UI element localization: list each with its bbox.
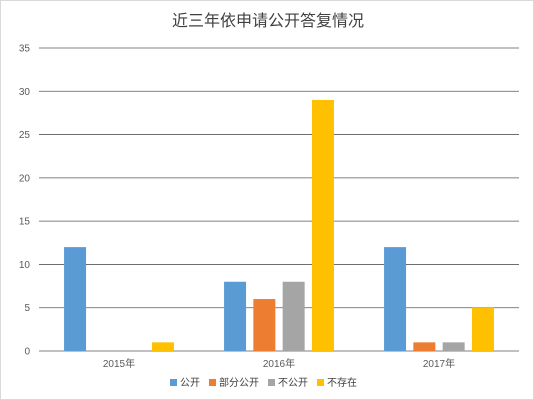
grid-layer (39, 47, 519, 352)
bar-2-3 (282, 281, 305, 351)
x-tick-label: 2017年 (423, 357, 455, 370)
bar-3-4 (471, 307, 494, 351)
bar-3-3 (442, 342, 465, 351)
legend-label: 不存在 (327, 376, 357, 389)
legend-swatch (268, 379, 275, 386)
chart-title: 近三年依申请公开答复情况 (172, 11, 364, 30)
y-tick-label: 20 (19, 173, 31, 184)
y-tick-label: 30 (19, 87, 31, 98)
bar-1-1 (64, 247, 87, 351)
legend-swatch (317, 379, 324, 386)
bar-layer (64, 99, 494, 351)
legend-swatch (170, 379, 177, 386)
bar-1-4 (151, 342, 174, 351)
bar-2-4 (311, 99, 334, 351)
legend-swatch (209, 379, 216, 386)
y-tick-label: 10 (19, 260, 31, 271)
x-axis-ticks: 2015年 2016年 2017年 (103, 357, 455, 370)
legend-label: 部分公开 (219, 376, 259, 389)
bar-3-2 (413, 342, 436, 351)
y-tick-label: 15 (19, 217, 31, 228)
y-tick-label: 0 (24, 347, 30, 358)
bar-2-1 (224, 281, 247, 351)
bar-2-2 (253, 299, 276, 351)
x-tick-label: 2015年 (103, 357, 135, 370)
legend-label: 不公开 (278, 378, 308, 389)
bar-3-1 (384, 247, 407, 351)
legend-label: 公开 (180, 378, 200, 389)
y-tick-label: 25 (19, 130, 31, 141)
x-tick-label: 2016年 (263, 357, 295, 370)
y-tick-label: 5 (24, 303, 30, 314)
y-tick-label: 35 (19, 44, 31, 55)
legend: 公开 部分公开 不公开 不存在 (170, 376, 357, 389)
y-axis-ticks: 0 5 10 15 20 25 30 35 (19, 44, 31, 358)
